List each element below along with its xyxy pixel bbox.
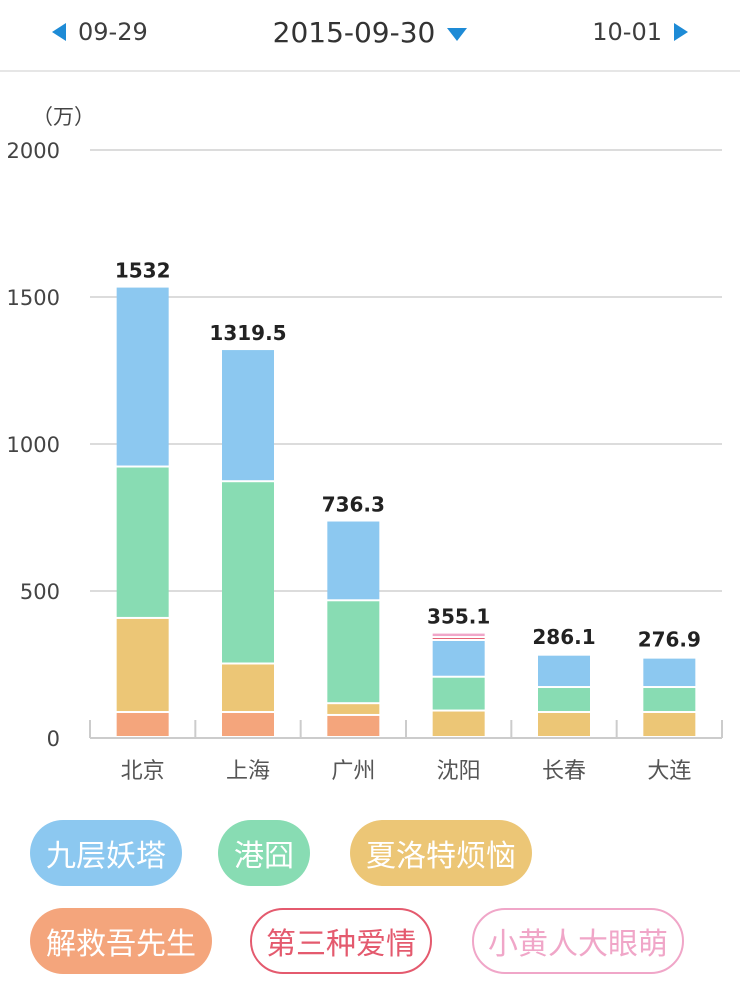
bar-segment [327,601,380,703]
triangle-right-icon [674,23,688,41]
bar-segment [222,713,274,736]
y-unit-label: （万） [32,105,95,129]
bar-total-label: 1319.5 [209,321,286,345]
y-tick-label: 0 [47,727,60,751]
bar-segment [116,713,169,736]
x-tick-label: 大连 [647,759,691,784]
bar-segment [327,521,380,600]
bar-segment [116,467,169,617]
bar-segment [116,287,169,466]
prev-day-button[interactable]: 09-29 [52,14,148,50]
bar-segment [643,658,696,687]
bar-segment [327,715,380,736]
y-tick-label: 1000 [7,433,60,457]
bar-segment [222,350,274,481]
bar-total-label: 286.1 [532,625,595,649]
triangle-down-icon [447,27,468,41]
date-nav-bar: 09-29 2015-09-30 10-01 [0,0,740,72]
legend-item[interactable]: 小黄人大眼萌 [472,908,684,974]
bar-segment [327,704,380,714]
bar-segment [432,711,485,736]
bar-segment [222,482,274,663]
x-tick-label: 广州 [331,759,375,784]
bar-segment [538,713,590,736]
bar-total-label: 1532 [115,259,171,283]
triangle-left-icon [52,23,66,41]
legend-item[interactable]: 九层妖塔 [30,820,182,886]
x-tick-label: 北京 [121,759,165,784]
y-tick-label: 1500 [7,286,60,310]
x-tick-label: 上海 [226,759,270,784]
bar-segment [432,640,485,676]
stacked-bar-chart: （万） 0 500 1000 1500 2000 1532 北京 1319.5 上海 736.3 广州… [7,105,723,784]
bar-segment [222,664,274,712]
next-date-label: 10-01 [592,18,662,46]
legend-item[interactable]: 夏洛特烦恼 [350,820,532,886]
legend-item[interactable]: 第三种爱情 [250,908,432,974]
y-tick-label: 2000 [7,139,60,163]
date-selector[interactable]: 2015-09-30 [0,14,740,50]
prev-date-label: 09-29 [78,18,148,46]
bar-segment [432,677,485,710]
legend-item[interactable]: 解救吾先生 [30,908,212,974]
current-date-label: 2015-09-30 [272,15,436,49]
y-tick-label: 500 [20,580,60,604]
bar-total-label: 355.1 [427,605,490,629]
x-tick-label: 长春 [542,759,586,784]
bar-total-label: 276.9 [638,628,701,652]
bar-segment [538,688,590,712]
bar-segment [538,655,590,687]
legend-item[interactable]: 港囧 [218,820,310,886]
bar-total-label: 736.3 [322,493,385,517]
x-tick-label: 沈阳 [437,759,481,784]
next-day-button[interactable]: 10-01 [592,14,688,50]
bar-segment [643,688,696,712]
bar-segment [116,618,169,712]
bar-segment [432,633,485,637]
bar-segment [643,713,696,736]
bar-segment [432,638,485,639]
